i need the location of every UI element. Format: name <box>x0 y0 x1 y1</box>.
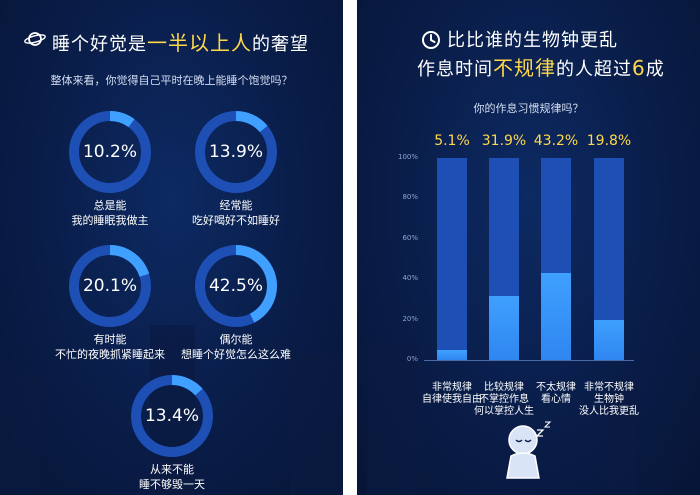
donut-caption: 有时能不忙的夜晚抓紧睡起来 <box>40 332 180 362</box>
x-category-line: 自律使我自由 <box>422 394 482 405</box>
donut-value-label: 20.1% <box>82 276 137 296</box>
donut-slice <box>195 111 277 193</box>
x-axis-line <box>424 360 634 361</box>
y-tick-label: 0% <box>406 355 418 363</box>
y-tick-label: 40% <box>402 274 418 283</box>
x-category-label: 非常规律 自律使我自由 <box>419 382 485 406</box>
city-silhouette <box>0 375 40 495</box>
donut-category: 从来不能 <box>150 463 194 476</box>
donut-slice <box>131 375 213 457</box>
x-category-label: 非常不规律 生物钟 没人比我更乱 <box>576 382 642 418</box>
donut-category: 经常能 <box>219 199 253 212</box>
right-panel: 比比谁的生物钟更乱 作息时间不规律的人超过6成 你的作息习惯规律吗？ <box>357 0 700 495</box>
donut-value-label: 13.9% <box>208 142 263 162</box>
city-silhouette <box>150 325 195 495</box>
x-category-line: 不掌控作息 <box>479 394 529 405</box>
donut-value-label: 13.4% <box>144 406 199 426</box>
donut-category: 偶尔能 <box>219 333 253 346</box>
bar-value-label: 5.1% <box>434 133 470 149</box>
donut-slice <box>69 245 151 327</box>
donut-caption: 总是能我的睡眠我做主 <box>40 198 180 228</box>
donut-caption: 从来不能睡不够毁一天 <box>102 462 242 492</box>
donut-category: 总是能 <box>93 199 127 212</box>
donut-caption: 偶尔能想睡个好觉怎么这么难 <box>166 332 306 362</box>
donut-caption-sub: 吃好喝好不如睡好 <box>192 214 280 227</box>
bar <box>594 320 624 360</box>
donut-slice <box>195 245 277 327</box>
donut-caption-sub: 不忙的夜晚抓紧睡起来 <box>55 348 165 361</box>
donut-caption-sub: 我的睡眠我做主 <box>71 214 149 227</box>
donut-caption-sub: 想睡个好觉怎么这么难 <box>181 348 291 361</box>
donut-value-label: 10.2% <box>82 142 137 162</box>
x-category-label: 比较规律 不掌控作息 何以掌控人生 <box>471 382 537 418</box>
bar-value-label: 43.2% <box>533 133 579 149</box>
y-tick-label: 60% <box>402 233 418 242</box>
left-panel: 睡个好觉是一半以上人的奢望 整体来看，你觉得自己平时在晚上能睡个饱觉吗？ 10.… <box>0 0 343 495</box>
bar <box>437 349 467 360</box>
bar-value-label: 19.8% <box>586 133 632 149</box>
bar-value-label: 31.9% <box>481 133 527 149</box>
x-category-line: 不太规律 <box>536 382 576 393</box>
x-category-label: 不太规律 看心情 <box>523 382 589 406</box>
x-category-line: 非常不规律 <box>584 382 634 393</box>
donut-1: 10.2% <box>64 106 156 198</box>
y-tick-label: 100% <box>398 153 419 161</box>
city-silhouette <box>607 385 637 495</box>
y-tick-label: 20% <box>402 314 418 323</box>
donut-4: 42.5% <box>190 240 282 332</box>
donut-category: 有时能 <box>93 333 127 346</box>
x-category-line: 看心情 <box>541 394 571 405</box>
bar <box>541 272 571 360</box>
x-category-line: 没人比我更乱 <box>579 406 639 417</box>
planet-icon <box>24 30 46 52</box>
clock-icon <box>421 30 441 54</box>
donut-slice <box>69 111 151 193</box>
page-title: 睡个好觉是一半以上人的奢望 <box>52 31 309 55</box>
donut-caption: 经常能吃好喝好不如睡好 <box>166 198 306 228</box>
x-category-line: 生物钟 <box>594 394 624 405</box>
donut-caption-sub: 睡不够毁一天 <box>139 478 205 491</box>
donut-value-label: 42.5% <box>208 276 263 296</box>
bar <box>489 295 519 360</box>
donut-2: 13.9% <box>190 106 282 198</box>
bar-track <box>437 158 467 360</box>
x-category-line: 何以掌控人生 <box>474 406 534 417</box>
city-silhouette <box>367 345 417 495</box>
donut-3: 20.1% <box>64 240 156 332</box>
survey-question: 整体来看，你觉得自己平时在晚上能睡个饱觉吗？ <box>50 74 293 87</box>
x-category-line: 比较规律 <box>484 382 524 393</box>
y-tick-label: 80% <box>402 193 418 202</box>
page-title: 比比谁的生物钟更乱 <box>447 30 618 51</box>
x-category-line: 非常规律 <box>432 382 472 393</box>
survey-question: 你的作息习惯规律吗？ <box>473 102 584 115</box>
donut-5: 13.4% <box>126 370 218 462</box>
page-subtitle: 作息时间不规律的人超过6成 <box>417 56 665 80</box>
sleepy-character-icon <box>497 418 557 488</box>
city-silhouette <box>290 355 343 495</box>
